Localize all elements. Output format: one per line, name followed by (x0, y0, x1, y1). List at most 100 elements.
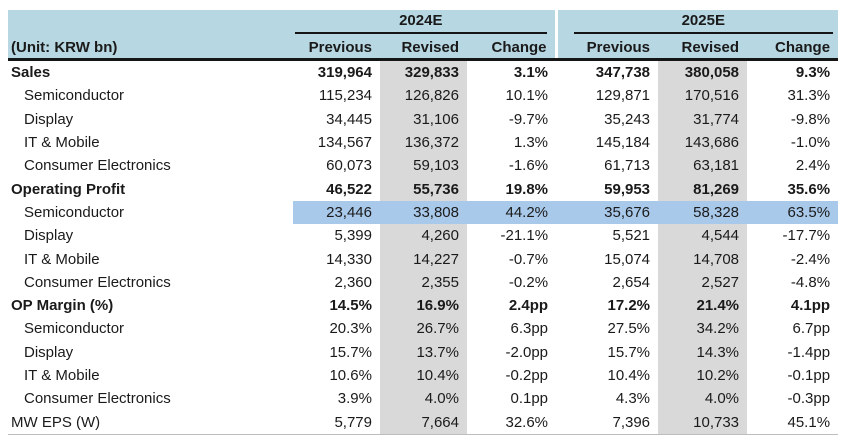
cell-value: 21.4% (658, 293, 748, 318)
year-header-row: 2024E 2025E (8, 10, 839, 34)
cell-value: 4,260 (380, 224, 467, 248)
cell-value: 34.2% (658, 317, 748, 341)
cell-value: 14,227 (380, 247, 467, 271)
row-label: Operating Profit (11, 180, 126, 198)
cell-value: 1.3% (513, 134, 549, 152)
cell-value: 2,355 (380, 270, 467, 294)
col-header-previous-2025: Previous (554, 34, 659, 61)
table-row: OP Margin (%) 14.5% 16.9% 2.4pp 17.2% 21.4% 4.… (8, 293, 838, 318)
cell-value: 34,445 (326, 110, 372, 128)
cell-value: 10.4% (380, 363, 467, 388)
row-label: Display (24, 110, 74, 128)
cell-value: -1.6% (508, 157, 549, 175)
cell-value: 4.0% (380, 387, 467, 411)
cell-value: 10.4% (607, 367, 651, 384)
row-label: Consumer Electronics (24, 390, 171, 408)
cell-value: -17.7% (782, 227, 831, 245)
cell-value: -1.0% (790, 134, 831, 152)
cell-value: 115,234 (318, 87, 372, 105)
cell-value: 3.1% (513, 64, 549, 82)
table-row: IT & Mobile 14,330 14,227 -0.7% 15,074 14,708… (8, 247, 838, 271)
cell-value: 2,527 (658, 270, 748, 294)
cell-value: -0.7% (508, 250, 549, 268)
table-row: IT & Mobile 134,567 136,372 1.3% 145,184 143,… (8, 130, 838, 155)
cell-value: 14.3% (658, 340, 748, 364)
cell-value: 44.2% (467, 200, 557, 225)
cell-value: 35.6% (787, 180, 831, 198)
cell-value: 5,779 (293, 410, 380, 435)
table-row: Semiconductor 115,234 126,826 10.1% 129,871 1… (8, 84, 838, 108)
col-header-change-2024: Change (467, 34, 557, 61)
cell-value: 347,738 (595, 64, 651, 82)
cell-value: -9.8% (790, 110, 831, 128)
table-row: Sales 319,964 329,833 3.1% 347,738 380,058 9.3… (8, 59, 838, 85)
cell-value: 59,953 (604, 180, 651, 198)
cell-value: 45.1% (747, 410, 839, 435)
table-row: Semiconductor 23,446 33,808 44.2% 35,676 58,3… (8, 200, 839, 225)
table-row: Consumer Electronics 3.9% 4.0% 0.1pp 4.3% 4.0… (8, 387, 838, 411)
cell-value: 33,808 (380, 200, 467, 225)
cell-value: 7,396 (556, 410, 659, 435)
col-header-revised-2025: Revised (658, 34, 748, 61)
cell-value: 6.3pp (510, 320, 549, 338)
cell-value: 55,736 (380, 177, 467, 201)
cell-value: -9.7% (508, 110, 549, 128)
cell-value: 2,654 (612, 273, 651, 291)
cell-value: 4.3% (615, 390, 651, 408)
row-label: Semiconductor (24, 320, 125, 338)
year-2024-label: 2024E (295, 11, 547, 34)
cell-value: 59,103 (380, 154, 467, 178)
cell-value: 319,964 (317, 64, 372, 82)
cell-value: 35,243 (604, 110, 651, 128)
corner-cell (8, 10, 293, 34)
cell-value: -2.0pp (505, 343, 549, 361)
cell-value: 19.8% (505, 180, 549, 198)
estimates-table: 2024E 2025E (Unit: KRW bn) Previous Revi… (8, 10, 839, 435)
cell-value: -2.4% (790, 250, 831, 268)
table-row: Display 15.7% 13.7% -2.0pp 15.7% 14.3% -1.4pp (8, 340, 838, 364)
table-row: Consumer Electronics 2,360 2,355 -0.2% 2,654… (8, 270, 838, 294)
row-label: IT & Mobile (24, 134, 100, 152)
cell-value: 3.9% (337, 390, 372, 408)
table-row: IT & Mobile 10.6% 10.4% -0.2pp 10.4% 10.2% -0.… (8, 363, 838, 388)
cell-value: 2,360 (334, 273, 372, 291)
cell-value: 4,544 (658, 224, 748, 248)
cell-value: 134,567 (317, 134, 372, 152)
col-header-change-2025: Change (747, 34, 839, 61)
cell-value: 4.1pp (790, 297, 831, 315)
cell-value: 60,073 (326, 157, 372, 175)
row-label: Consumer Electronics (24, 157, 171, 175)
cell-value: -21.1% (500, 227, 549, 245)
cell-value: 14,330 (326, 250, 372, 268)
cell-value: 10,733 (658, 410, 748, 435)
table-row: Semiconductor 20.3% 26.7% 6.3pp 27.5% 34.2% 6.… (8, 317, 838, 341)
cell-value: -0.1pp (787, 367, 831, 384)
cell-value: 17.2% (607, 297, 651, 315)
cell-value: 10.2% (658, 363, 748, 388)
cell-value: 31.3% (787, 87, 831, 105)
cell-value: 15.7% (607, 343, 651, 361)
cell-value: 13.7% (380, 340, 467, 364)
year-group-2025: 2025E (554, 10, 839, 34)
cell-value: 16.9% (380, 293, 467, 318)
subheader-row: (Unit: KRW bn) Previous Revised Change P… (8, 34, 839, 61)
cell-value: 31,106 (380, 107, 467, 131)
cell-value: 58,328 (658, 200, 748, 225)
cell-value: 27.5% (607, 320, 651, 338)
year-2025-label: 2025E (573, 11, 834, 34)
cell-value: 0.1pp (510, 390, 549, 408)
cell-value: -0.2% (508, 273, 549, 291)
table-row: Display 34,445 31,106 -9.7% 35,243 31,774 -9.8… (8, 107, 838, 131)
cell-value: 143,686 (658, 130, 748, 155)
row-label: IT & Mobile (24, 367, 100, 384)
col-header-revised-2024: Revised (380, 34, 467, 61)
cell-value: 15.7% (329, 343, 372, 361)
unit-label: (Unit: KRW bn) (8, 34, 293, 61)
cell-value: 9.3% (795, 64, 831, 82)
col-header-previous-2024: Previous (293, 34, 380, 61)
row-label: Semiconductor (24, 87, 125, 105)
cell-value: 63,181 (658, 154, 748, 178)
table-row: Operating Profit 46,522 55,736 19.8% 59,953 8… (8, 177, 838, 201)
cell-value: 145,184 (595, 134, 651, 152)
